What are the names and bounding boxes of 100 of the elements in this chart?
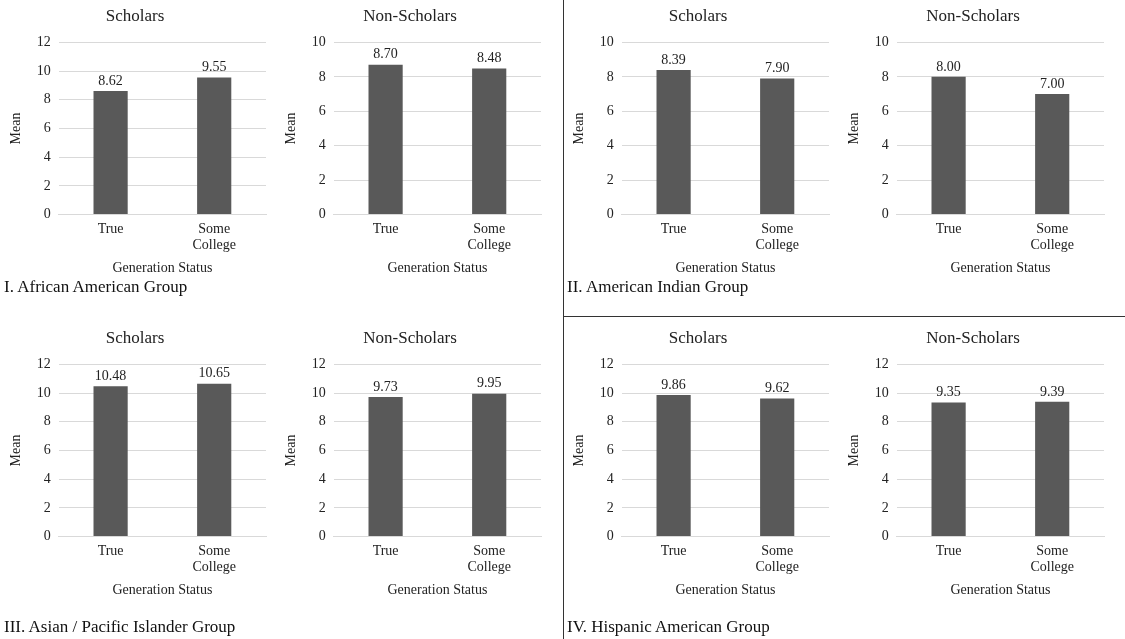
y-tick-label: 2 <box>606 171 614 187</box>
y-tick-label: 8 <box>881 413 889 429</box>
x-tick-label: True <box>97 542 124 558</box>
data-label: 8.48 <box>476 50 502 66</box>
chart-title: Scholars <box>105 5 165 25</box>
y-tick-label: 4 <box>606 137 614 153</box>
y-axis-title: Mean <box>571 112 587 145</box>
x-axis-title: Generation Status <box>675 582 776 598</box>
x-tick-label: True <box>660 220 687 236</box>
x-tick-label: Some College <box>1030 542 1074 575</box>
x-tick-label: Some College <box>192 220 236 253</box>
chart-title: Non-Scholars <box>363 5 457 25</box>
y-tick-label: 6 <box>881 442 889 458</box>
chart-title: Non-Scholars <box>926 327 1020 347</box>
x-axis-title: Generation Status <box>675 260 776 276</box>
y-tick-label: 4 <box>606 470 614 486</box>
chart-title: Scholars <box>668 5 728 25</box>
chart-title: Non-Scholars <box>926 5 1020 25</box>
x-axis-title: Generation Status <box>112 260 213 276</box>
y-tick-label: 0 <box>43 528 51 544</box>
y-tick-label: 4 <box>881 137 889 153</box>
y-tick-label: 12 <box>599 356 614 372</box>
y-tick-label: 10 <box>599 384 614 400</box>
data-label: 8.70 <box>373 46 398 62</box>
data-label: 10.65 <box>198 365 230 381</box>
y-tick-label: 10 <box>36 62 51 78</box>
y-tick-label: 8 <box>318 68 326 84</box>
data-label: 9.55 <box>201 59 227 75</box>
y-tick-label: 2 <box>318 171 326 187</box>
y-tick-label: 6 <box>43 442 51 458</box>
y-tick-label: 10 <box>599 34 614 50</box>
x-tick-label: Some College <box>467 542 511 575</box>
data-label: 10.48 <box>94 367 127 383</box>
y-tick-label: 10 <box>36 384 51 400</box>
y-tick-label: 6 <box>606 442 614 458</box>
y-tick-label: 8 <box>43 91 51 107</box>
y-axis-title: Mean <box>283 434 299 467</box>
y-tick-label: 0 <box>881 206 889 222</box>
x-axis-title: Generation Status <box>950 582 1051 598</box>
y-tick-label: 2 <box>606 499 614 515</box>
y-tick-label: 4 <box>318 470 326 486</box>
text: I. African American Group <box>4 277 189 297</box>
y-tick-label: 0 <box>606 206 614 222</box>
y-tick-label: 6 <box>318 442 326 458</box>
data-label: 9.95 <box>476 375 502 391</box>
y-tick-label: 6 <box>318 102 326 118</box>
x-axis-title: Generation Status <box>950 260 1051 276</box>
x-tick-label: Some College <box>755 220 799 253</box>
y-tick-label: 8 <box>606 68 614 84</box>
y-tick-label: 0 <box>43 206 51 222</box>
data-label: 9.35 <box>936 384 961 400</box>
data-label: 8.62 <box>98 72 123 88</box>
data-label: 7.00 <box>1039 75 1065 91</box>
y-axis-title: Mean <box>8 112 24 145</box>
x-tick-label: True <box>660 542 687 558</box>
data-label: 9.86 <box>661 376 686 392</box>
y-tick-label: 10 <box>311 34 326 50</box>
y-tick-label: 2 <box>318 499 326 515</box>
data-label: 9.73 <box>373 378 398 394</box>
x-tick-label: Some College <box>467 220 511 253</box>
text: III. Asian / Pacific Islander Group <box>4 617 237 637</box>
y-tick-label: 4 <box>43 470 51 486</box>
x-tick-label: Some College <box>1030 220 1074 253</box>
y-tick-label: 6 <box>881 102 889 118</box>
y-axis-title: Mean <box>571 434 587 467</box>
y-tick-label: 4 <box>881 470 889 486</box>
x-axis-title: Generation Status <box>112 582 213 598</box>
y-tick-label: 10 <box>311 384 326 400</box>
x-axis-title: Generation Status <box>387 260 488 276</box>
y-tick-label: 2 <box>43 499 51 515</box>
x-tick-label: True <box>935 220 962 236</box>
y-tick-label: 4 <box>318 137 326 153</box>
y-tick-label: 12 <box>874 356 889 372</box>
y-tick-label: 12 <box>36 34 51 50</box>
y-tick-label: 0 <box>606 528 614 544</box>
x-tick-label: True <box>372 220 399 236</box>
data-label: 7.90 <box>764 60 790 76</box>
y-tick-label: 2 <box>43 177 51 193</box>
y-tick-label: 6 <box>606 102 614 118</box>
y-tick-label: 12 <box>311 356 326 372</box>
x-tick-label: True <box>97 220 124 236</box>
y-tick-label: 10 <box>874 34 889 50</box>
x-tick-label: Some College <box>755 542 799 575</box>
x-tick-label: True <box>372 542 399 558</box>
x-tick-label: True <box>935 542 962 558</box>
data-label: 8.00 <box>936 58 961 74</box>
y-axis-title: Mean <box>283 112 299 145</box>
y-tick-label: 0 <box>318 528 326 544</box>
y-tick-label: 4 <box>43 148 51 164</box>
data-label: 9.62 <box>764 380 790 396</box>
y-tick-label: 0 <box>318 206 326 222</box>
y-tick-label: 12 <box>36 356 51 372</box>
y-tick-label: 2 <box>881 171 889 187</box>
y-tick-label: 0 <box>881 528 889 544</box>
data-label: 9.39 <box>1039 383 1065 399</box>
y-tick-label: 2 <box>881 499 889 515</box>
chart-title: Scholars <box>668 327 728 347</box>
x-axis-title: Generation Status <box>387 582 488 598</box>
y-tick-label: 8 <box>606 413 614 429</box>
y-tick-label: 8 <box>318 413 326 429</box>
